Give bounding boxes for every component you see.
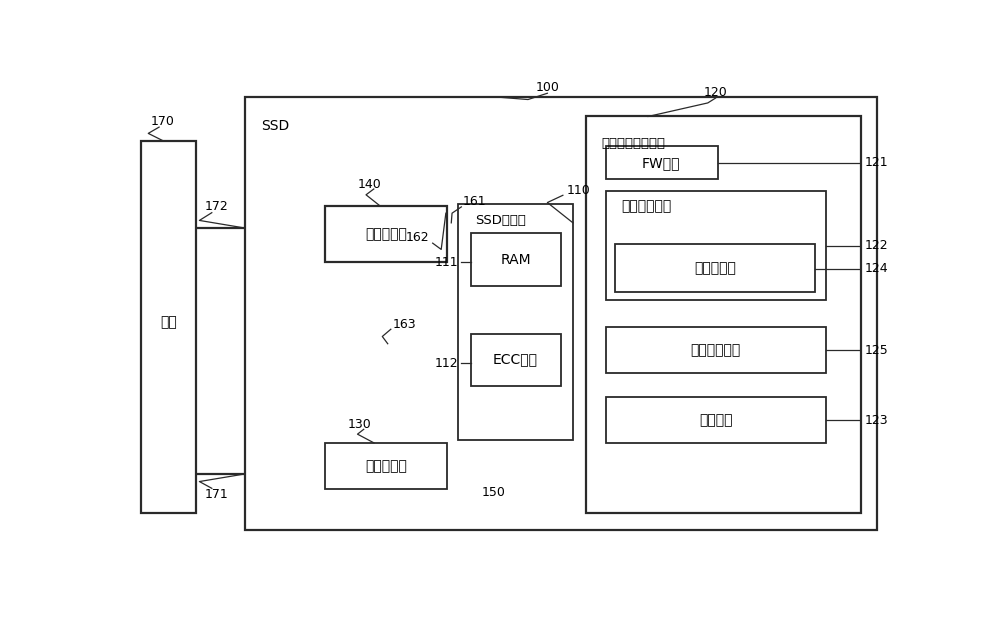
Text: 电源供给部: 电源供给部 (365, 227, 407, 241)
Text: SSD控制器: SSD控制器 (475, 214, 526, 227)
Bar (606, 397, 826, 443)
Bar (245, 97, 877, 530)
Bar (615, 244, 815, 291)
Text: 120: 120 (704, 86, 727, 99)
Bar (471, 234, 561, 286)
Bar (586, 116, 861, 513)
Text: 非易失性存储单元: 非易失性存储单元 (602, 136, 666, 149)
Text: 122: 122 (865, 239, 889, 252)
Text: 主机: 主机 (160, 315, 177, 329)
Text: 161: 161 (463, 195, 487, 208)
Text: 130: 130 (348, 418, 372, 431)
Text: 用户区域: 用户区域 (699, 413, 732, 427)
Text: 150: 150 (481, 485, 505, 499)
Text: 140: 140 (358, 178, 382, 191)
Text: 100: 100 (535, 81, 559, 94)
Text: 111: 111 (435, 256, 458, 269)
Bar (471, 333, 561, 386)
Bar (606, 192, 826, 300)
Bar (606, 146, 718, 180)
Text: 171: 171 (205, 487, 228, 501)
Bar (606, 327, 826, 373)
Text: 170: 170 (150, 115, 174, 128)
Bar (325, 206, 447, 261)
Bar (458, 203, 573, 440)
Text: 125: 125 (865, 344, 889, 357)
Text: 110: 110 (567, 184, 590, 197)
Text: RAM: RAM (500, 252, 531, 267)
Text: ECC电路: ECC电路 (493, 353, 538, 367)
Text: 163: 163 (393, 318, 417, 331)
Text: 172: 172 (205, 200, 228, 214)
Bar (325, 443, 447, 489)
Text: 接口控制器: 接口控制器 (365, 459, 407, 473)
Text: 124: 124 (865, 263, 889, 275)
Text: 坏块管理表: 坏块管理表 (694, 261, 736, 275)
Text: FW区域: FW区域 (642, 156, 681, 170)
Text: 162: 162 (406, 231, 430, 244)
Bar (140, 141, 196, 513)
Text: 121: 121 (865, 156, 889, 170)
Text: 管理信息区域: 管理信息区域 (621, 199, 671, 213)
Text: 筛选日志区域: 筛选日志区域 (690, 343, 741, 357)
Text: 123: 123 (865, 414, 889, 426)
Text: SSD: SSD (261, 119, 289, 133)
Text: 112: 112 (435, 357, 458, 370)
